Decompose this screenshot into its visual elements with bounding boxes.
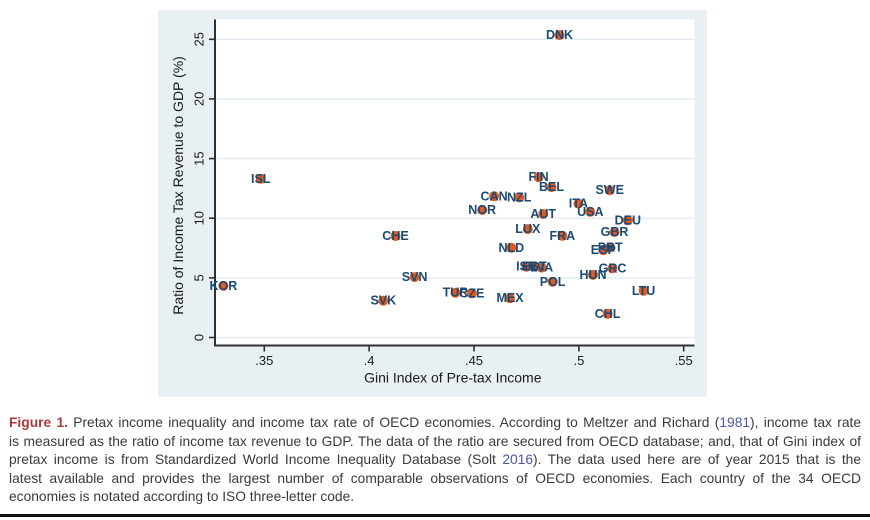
svg-text:LUX: LUX <box>515 222 541 236</box>
svg-text:TUR: TUR <box>443 285 469 299</box>
svg-text:SVK: SVK <box>370 293 396 307</box>
svg-text:ESP: ESP <box>591 243 616 257</box>
svg-text:NOR: NOR <box>468 203 496 217</box>
svg-text:ISR: ISR <box>516 259 537 273</box>
svg-text:USA: USA <box>577 204 603 218</box>
svg-text:NZL: NZL <box>507 190 532 204</box>
svg-text:ITA: ITA <box>569 196 588 210</box>
svg-text:GBR: GBR <box>601 225 629 239</box>
svg-text:DNK: DNK <box>546 28 573 42</box>
svg-text:LVA: LVA <box>530 260 553 274</box>
svg-text:MEX: MEX <box>496 291 524 305</box>
svg-text:.35: .35 <box>255 353 273 368</box>
svg-text:10: 10 <box>192 210 207 224</box>
svg-text:CHL: CHL <box>595 306 621 320</box>
svg-text:SVN: SVN <box>402 270 428 284</box>
svg-text:FRA: FRA <box>549 228 575 242</box>
svg-text:0: 0 <box>192 333 207 340</box>
svg-text:.45: .45 <box>465 353 483 368</box>
svg-text:AUT: AUT <box>530 207 556 221</box>
svg-text:CZE: CZE <box>459 286 484 300</box>
svg-text:Ratio of Income Tax Revenue to: Ratio of Income Tax Revenue to GDP (%) <box>170 56 186 315</box>
svg-text:POL: POL <box>540 274 566 288</box>
svg-text:.4: .4 <box>364 353 375 368</box>
svg-text:20: 20 <box>192 91 207 105</box>
svg-text:GRC: GRC <box>599 261 627 275</box>
svg-text:.5: .5 <box>573 353 584 368</box>
svg-text:SWE: SWE <box>595 183 623 197</box>
svg-text:FIN: FIN <box>529 170 549 184</box>
svg-text:LTU: LTU <box>632 283 655 297</box>
svg-text:DEU: DEU <box>615 213 641 227</box>
svg-text:Gini Index of Pre-tax Income: Gini Index of Pre-tax Income <box>364 369 542 385</box>
svg-text:.55: .55 <box>675 353 693 368</box>
svg-text:EST: EST <box>522 259 547 273</box>
svg-text:BEL: BEL <box>539 180 564 194</box>
svg-text:ISL: ISL <box>251 171 271 185</box>
svg-text:NLD: NLD <box>498 240 524 254</box>
svg-text:HUN: HUN <box>579 267 606 281</box>
svg-text:KOR: KOR <box>210 278 238 292</box>
svg-text:15: 15 <box>192 151 207 165</box>
svg-text:CAN: CAN <box>481 189 508 203</box>
svg-text:25: 25 <box>192 32 207 46</box>
svg-text:CHE: CHE <box>382 229 408 243</box>
svg-text:PRT: PRT <box>598 240 623 254</box>
svg-text:5: 5 <box>192 274 207 281</box>
